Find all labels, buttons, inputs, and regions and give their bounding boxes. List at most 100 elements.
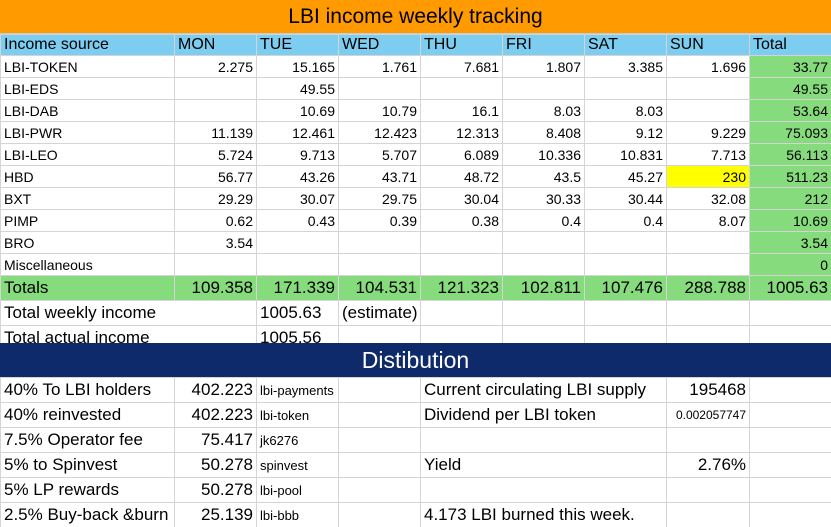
day-value-cell-sat[interactable]: 9.12 <box>584 121 667 144</box>
day-value-cell-sun[interactable] <box>666 77 750 100</box>
row-total-cell[interactable]: 56.113 <box>749 143 831 166</box>
info-label[interactable]: Yield <box>419 452 668 478</box>
day-value-cell-wed[interactable]: 12.423 <box>338 121 421 144</box>
day-value-cell-thu[interactable] <box>420 253 503 276</box>
empty-cell[interactable] <box>502 300 585 326</box>
summary-label[interactable]: Total weekly income <box>0 300 257 326</box>
day-value-cell-tue[interactable] <box>256 231 339 254</box>
day-value-cell-fri[interactable]: 0.4 <box>502 209 585 232</box>
day-value-cell-fri[interactable] <box>502 77 585 100</box>
day-value-cell-tue[interactable]: 10.69 <box>256 99 339 122</box>
day-value-cell-sat[interactable]: 30.44 <box>584 187 667 210</box>
day-value-cell-mon[interactable]: 3.54 <box>174 231 257 254</box>
header-cell[interactable]: WED <box>338 34 421 56</box>
totals-label[interactable]: Totals <box>0 275 175 301</box>
day-value-cell-thu[interactable] <box>420 77 503 100</box>
header-cell[interactable]: THU <box>420 34 503 56</box>
day-value-cell-wed[interactable]: 0.39 <box>338 209 421 232</box>
day-value-cell-sun[interactable]: 1.696 <box>666 55 750 78</box>
info-label[interactable]: Current circulating LBI supply <box>419 377 668 403</box>
day-value-cell-wed[interactable] <box>338 253 421 276</box>
income-source-cell[interactable]: LBI-DAB <box>0 99 175 122</box>
empty-cell[interactable] <box>338 502 421 527</box>
day-value-cell-mon[interactable]: 56.77 <box>174 165 257 188</box>
day-value-cell-thu[interactable]: 0.38 <box>420 209 503 232</box>
distribution-label[interactable]: 7.5% Operator fee <box>0 427 175 453</box>
day-value-cell-sun[interactable]: 8.07 <box>666 209 750 232</box>
income-source-cell[interactable]: BXT <box>0 187 175 210</box>
day-value-cell-sat[interactable] <box>584 77 667 100</box>
empty-cell[interactable] <box>749 427 831 453</box>
info-value[interactable] <box>666 477 751 503</box>
totals-cell-mon[interactable]: 109.358 <box>174 275 257 301</box>
distribution-amount[interactable]: 75.417 <box>174 427 257 453</box>
day-value-cell-sun[interactable] <box>666 253 750 276</box>
empty-cell[interactable] <box>749 402 831 428</box>
empty-cell[interactable] <box>749 377 831 403</box>
day-value-cell-mon[interactable] <box>174 253 257 276</box>
row-total-cell[interactable]: 33.77 <box>749 55 831 78</box>
distribution-label[interactable]: 5% LP rewards <box>0 477 175 503</box>
header-cell[interactable]: Total <box>749 34 831 56</box>
distribution-account[interactable]: jk6276 <box>256 427 339 453</box>
day-value-cell-tue[interactable]: 30.07 <box>256 187 339 210</box>
day-value-cell-thu[interactable]: 48.72 <box>420 165 503 188</box>
row-total-cell[interactable]: 53.64 <box>749 99 831 122</box>
empty-cell[interactable] <box>749 452 831 478</box>
day-value-cell-sat[interactable]: 3.385 <box>584 55 667 78</box>
info-value[interactable]: 2.76% <box>666 452 751 478</box>
day-value-cell-fri[interactable]: 30.33 <box>502 187 585 210</box>
totals-cell-thu[interactable]: 121.323 <box>420 275 503 301</box>
day-value-cell-fri[interactable]: 43.5 <box>502 165 585 188</box>
day-value-cell-wed[interactable]: 43.71 <box>338 165 421 188</box>
totals-cell-sat[interactable]: 107.476 <box>584 275 667 301</box>
totals-cell-wed[interactable]: 104.531 <box>338 275 421 301</box>
day-value-cell-wed[interactable]: 10.79 <box>338 99 421 122</box>
empty-cell[interactable] <box>749 300 831 326</box>
sheet-title[interactable]: LBI income weekly tracking <box>0 0 831 34</box>
day-value-cell-sun[interactable] <box>666 99 750 122</box>
distribution-label[interactable]: 40% To LBI holders <box>0 377 175 403</box>
info-label[interactable] <box>419 427 668 453</box>
distribution-amount[interactable]: 50.278 <box>174 452 257 478</box>
day-value-cell-mon[interactable]: 0.62 <box>174 209 257 232</box>
summary-value[interactable]: 1005.63 <box>256 300 339 326</box>
day-value-cell-wed[interactable] <box>338 231 421 254</box>
income-source-cell[interactable]: LBI-EDS <box>0 77 175 100</box>
day-value-cell-thu[interactable]: 16.1 <box>420 99 503 122</box>
row-total-cell[interactable]: 3.54 <box>749 231 831 254</box>
day-value-cell-tue[interactable]: 0.43 <box>256 209 339 232</box>
day-value-cell-thu[interactable]: 7.681 <box>420 55 503 78</box>
header-cell[interactable]: SUN <box>666 34 750 56</box>
empty-cell[interactable] <box>749 502 831 527</box>
totals-cell-sun[interactable]: 288.788 <box>666 275 750 301</box>
day-value-cell-sat[interactable] <box>584 253 667 276</box>
totals-cell-total[interactable]: 1005.63 <box>749 275 831 301</box>
distribution-account[interactable]: spinvest <box>256 452 339 478</box>
day-value-cell-sun[interactable]: 9.229 <box>666 121 750 144</box>
header-cell[interactable]: FRI <box>502 34 585 56</box>
empty-cell[interactable] <box>338 377 421 403</box>
empty-cell[interactable] <box>420 300 503 326</box>
day-value-cell-thu[interactable]: 6.089 <box>420 143 503 166</box>
empty-cell[interactable] <box>666 300 750 326</box>
day-value-cell-thu[interactable]: 30.04 <box>420 187 503 210</box>
day-value-cell-tue[interactable]: 49.55 <box>256 77 339 100</box>
row-total-cell[interactable]: 10.69 <box>749 209 831 232</box>
empty-cell[interactable] <box>338 452 421 478</box>
income-source-cell[interactable]: HBD <box>0 165 175 188</box>
day-value-cell-fri[interactable] <box>502 231 585 254</box>
header-cell[interactable]: TUE <box>256 34 339 56</box>
day-value-cell-thu[interactable]: 12.313 <box>420 121 503 144</box>
day-value-cell-mon[interactable] <box>174 77 257 100</box>
header-cell[interactable]: SAT <box>584 34 667 56</box>
info-value[interactable] <box>666 502 751 527</box>
empty-cell[interactable] <box>338 402 421 428</box>
info-value[interactable]: 195468 <box>666 377 751 403</box>
info-value[interactable]: 0.002057747 <box>666 402 751 428</box>
summary-note[interactable]: (estimate) <box>338 300 421 326</box>
day-value-cell-wed[interactable]: 1.761 <box>338 55 421 78</box>
info-label[interactable] <box>419 477 668 503</box>
income-source-cell[interactable]: PIMP <box>0 209 175 232</box>
distribution-label[interactable]: 2.5% Buy-back &burn <box>0 502 175 527</box>
